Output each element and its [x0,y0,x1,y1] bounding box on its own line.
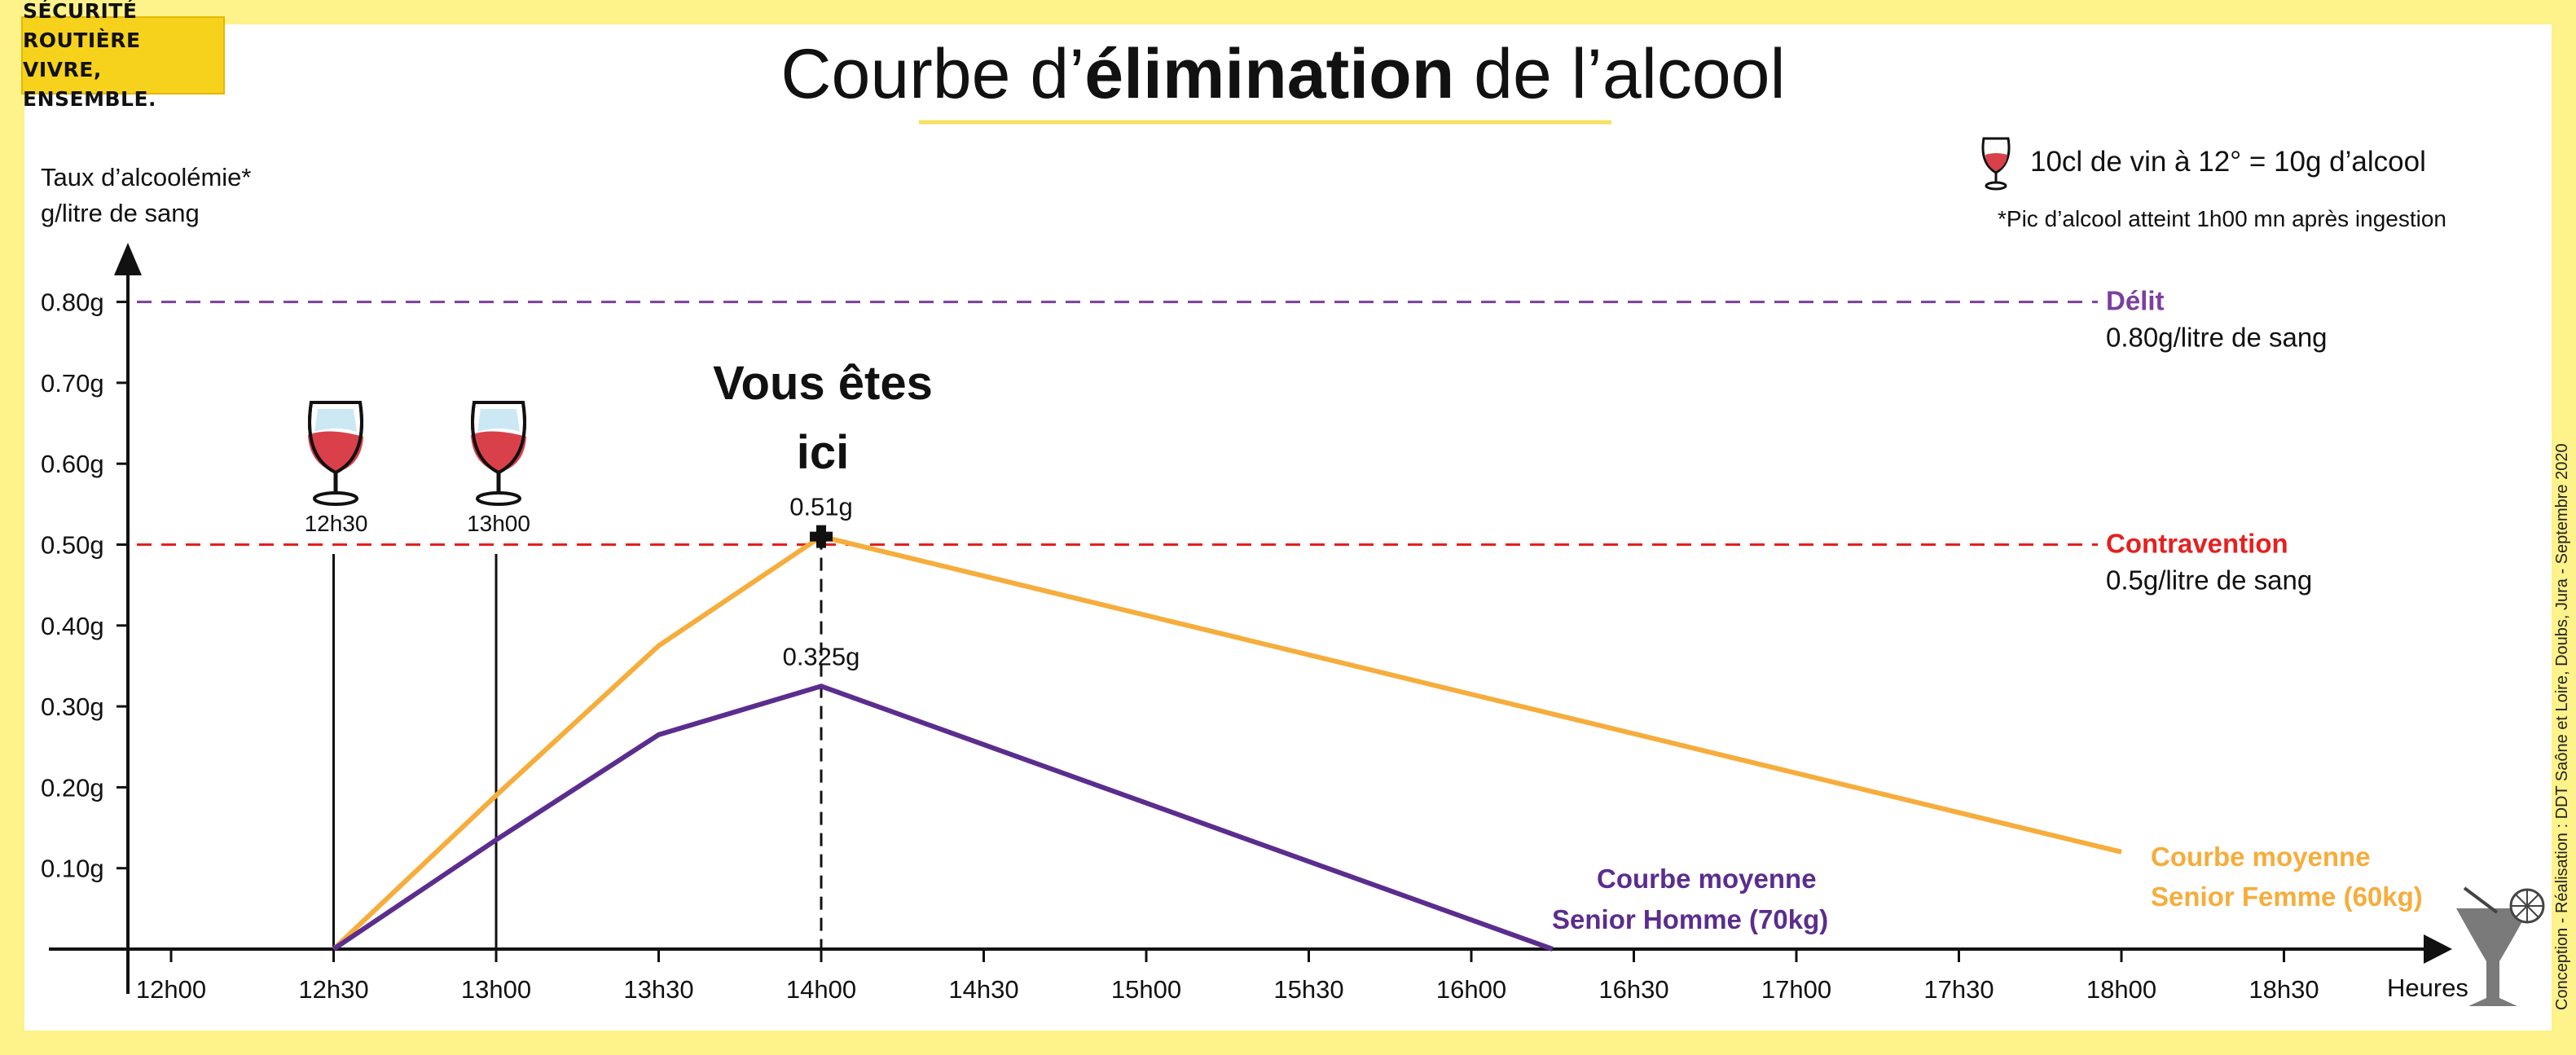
x-tick-label: 18h00 [2086,975,2156,1004]
x-tick-label: 17h30 [1923,975,1994,1004]
cocktail-glass-icon [2456,886,2545,1006]
y-tick-label: 0.10g [41,855,104,883]
series-line-0 [332,534,2122,952]
chart-plot: Heures 12h00 12h30 13h00 13h30 14h00 14h30 15h0… [41,243,2468,1004]
y-tick-label: 0.80g [41,288,104,317]
series-label-homme-line1: Courbe moyenne [1597,864,1817,894]
securite-routiere-logo: SÉCURITÉ ROUTIÈRE VIVRE, ENSEMBLE. [21,0,225,111]
credit-text: Conception - Réalisation : DDT Saône et … [2553,443,2571,1010]
x-axis-label: Heures [2387,974,2468,1002]
poster-canvas [24,24,2552,1031]
y-tick-label: 0.70g [41,369,104,398]
legend-peak-note: *Pic d’alcool atteint 1h00 mn après inge… [1998,206,2446,231]
x-tick-label: 16h30 [1598,975,1668,1004]
x-tick-label: 13h30 [623,975,693,1004]
y-axis-arrow [114,243,142,275]
here-label-line1: Vous êtes [713,357,933,410]
series-label-homme-line2: Senior Homme (70kg) [1552,904,1828,934]
title-emphasis: élimination [1084,35,1454,113]
x-tick-label: 16h00 [1436,975,1506,1004]
drink-wine-glass-icon-2 [471,401,526,506]
series-label-femme-line1: Courbe moyenne [2151,842,2371,872]
drink-wine-glass-icon-1 [308,401,363,506]
y-tick-label: 0.20g [41,773,104,802]
title-part1: Courbe d’ [780,35,1084,113]
legend-glass-note: 10cl de vin à 12° = 10g d’alcool [2030,146,2426,178]
threshold-name-0: Délit [2106,286,2165,316]
here-label-line2: ici [797,426,850,479]
y-axis-label-line1: Taux d’alcoolémie* [41,163,251,191]
peak-annotation-1: 0.325g [783,642,860,670]
logo-line2: VIVRE, ENSEMBLE. [23,58,157,111]
threshold-name-1: Contravention [2106,529,2288,559]
peak-annotation-0: 0.51g [789,493,853,521]
x-tick-label: 15h30 [1273,975,1343,1004]
y-axis-label-line2: g/litre de sang [41,199,200,227]
y-tick-label: 0.60g [41,450,104,478]
x-tick-label: 17h00 [1761,975,1831,1004]
drink-time-label-0: 12h30 [305,511,368,536]
peak-marker-icon [810,525,833,548]
threshold-desc-1: 0.5g/litre de sang [2106,565,2312,596]
x-axis-arrow [2424,934,2452,964]
title-part2: de l’alcool [1454,35,1785,113]
series-label-femme-line2: Senior Femme (60kg) [2151,881,2423,912]
x-tick-label: 13h00 [461,975,531,1004]
chart-title: Courbe d’élimination de l’alcool [780,35,1785,113]
series-line-1 [332,684,1554,952]
y-tick-label: 0.40g [41,612,104,640]
logo-line1: SÉCURITÉ ROUTIÈRE [23,0,141,52]
y-tick-label: 0.50g [41,531,104,560]
x-tick-label: 14h30 [948,975,1018,1004]
x-tick-label: 12h00 [136,975,206,1004]
y-tick-label: 0.30g [41,692,104,721]
drink-time-label-1: 13h00 [467,511,530,536]
threshold-desc-0: 0.80g/litre de sang [2106,323,2328,353]
x-tick-label: 18h30 [2249,975,2319,1004]
x-tick-label: 12h30 [298,975,368,1004]
x-tick-label: 15h00 [1111,975,1181,1004]
legend-wine-glass-icon [1981,137,2011,191]
x-tick-label: 14h00 [786,975,856,1004]
